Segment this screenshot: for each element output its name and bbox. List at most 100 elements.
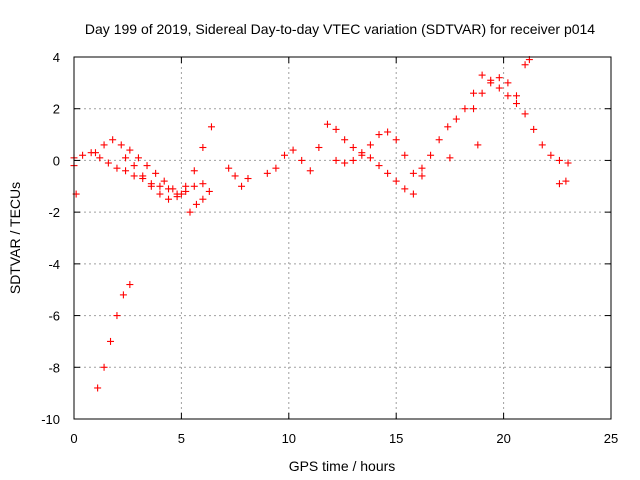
- y-tick-label: 4: [53, 50, 60, 65]
- data-point-arc-j: [427, 151, 435, 159]
- data-point-arc-j: [470, 89, 478, 97]
- data-point-arc-f: [113, 312, 121, 320]
- plot-frame: [73, 56, 612, 420]
- data-point-arc-a: [130, 172, 138, 180]
- data-point-arc-l: [555, 180, 563, 188]
- data-point-arc-a: [79, 151, 87, 159]
- data-point-arc-i: [366, 154, 374, 162]
- data-point-arc-h: [409, 169, 417, 177]
- x-tick-label: 0: [70, 431, 77, 446]
- data-point-arc-h: [418, 164, 426, 172]
- data-point-arc-j: [495, 84, 503, 92]
- data-point-arc-g: [263, 169, 271, 177]
- data-point-arc-i: [341, 159, 349, 167]
- data-point-arc-i: [418, 172, 426, 180]
- y-tick-label: -10: [41, 412, 60, 427]
- data-point-arc-c: [190, 167, 198, 175]
- data-point-arc-j: [512, 100, 520, 108]
- data-point-arc-j: [461, 105, 469, 113]
- data-point-arc-b: [143, 162, 151, 170]
- data-point-arc-k: [564, 159, 572, 167]
- data-point-arc-h: [341, 136, 349, 144]
- points-layer: [70, 56, 572, 392]
- data-point-arc-k: [538, 141, 546, 149]
- grid-layer: [74, 57, 611, 419]
- data-point-arc-d: [186, 208, 194, 216]
- data-point-arc-k: [495, 74, 503, 82]
- data-point-arc-j: [452, 115, 460, 123]
- data-point-arc-h: [375, 131, 383, 139]
- data-point-arc-g: [281, 151, 289, 159]
- data-point-arc-f: [119, 291, 127, 299]
- data-point-arc-i: [349, 156, 357, 164]
- data-point-arc-i: [409, 190, 417, 198]
- data-point-arc-j: [444, 123, 452, 131]
- data-point-arc-b: [160, 177, 168, 185]
- data-point-arc-c: [165, 195, 173, 203]
- data-point-arc-a: [199, 180, 207, 188]
- data-point-arc-f: [107, 337, 115, 345]
- x-tick-label: 20: [496, 431, 510, 446]
- data-point-arc-h: [392, 136, 400, 144]
- data-point-arc-i: [332, 156, 340, 164]
- data-point-arc-d: [205, 187, 213, 195]
- x-tick-label: 10: [282, 431, 296, 446]
- chart-title: Day 199 of 2019, Sidereal Day-to-day VTE…: [85, 21, 595, 37]
- data-point-arc-c: [122, 154, 130, 162]
- x-axis-label: GPS time / hours: [289, 458, 396, 474]
- data-point-arc-j: [504, 92, 512, 100]
- data-point-arc-g: [306, 167, 314, 175]
- data-point-arc-a: [96, 154, 104, 162]
- data-point-arc-i: [375, 162, 383, 170]
- data-point-arc-g: [323, 120, 331, 128]
- data-point-arc-h: [366, 141, 374, 149]
- data-point-arc-b: [100, 141, 108, 149]
- data-point-arc-d: [199, 195, 207, 203]
- data-point-arc-b: [126, 146, 134, 154]
- data-point-arc-f: [94, 384, 102, 392]
- data-point-arc-b: [109, 136, 117, 144]
- data-point-arc-k: [555, 156, 563, 164]
- data-point-arc-c: [182, 182, 190, 190]
- data-point-arc-i: [401, 185, 409, 193]
- data-point-arc-k: [478, 89, 486, 97]
- data-point-arc-i: [358, 151, 366, 159]
- data-point-arc-e: [244, 175, 252, 183]
- data-point-arc-m: [474, 141, 482, 149]
- data-point-arc-k: [547, 151, 555, 159]
- data-point-arc-i: [392, 177, 400, 185]
- data-point-arc-l: [521, 61, 529, 69]
- data-point-arc-m: [446, 154, 454, 162]
- data-point-arc-k: [504, 79, 512, 87]
- y-tick-label: -6: [48, 309, 60, 324]
- data-point-arc-b: [152, 169, 160, 177]
- data-point-arc-c: [199, 144, 207, 151]
- data-point-arc-k: [521, 110, 529, 118]
- data-point-arc-l: [562, 177, 570, 185]
- data-point-arc-e: [238, 182, 246, 190]
- data-point-arc-h: [401, 151, 409, 159]
- data-point-arc-k: [530, 125, 538, 133]
- data-point-arc-b: [91, 149, 99, 157]
- data-point-arc-j: [478, 71, 486, 79]
- data-point-arc-b: [134, 154, 142, 162]
- y-tick-label: -2: [48, 205, 60, 220]
- data-point-arc-k: [470, 105, 478, 113]
- x-tick-label: 5: [178, 431, 185, 446]
- data-point-arc-g: [272, 164, 280, 172]
- data-point-arc-g: [315, 144, 323, 151]
- data-point-arc-d: [192, 200, 200, 208]
- y-axis-label: SDTVAR / TECUs: [7, 182, 23, 294]
- data-point-arc-g: [298, 156, 306, 164]
- data-point-arc-c: [207, 123, 215, 131]
- y-tick-label: -4: [48, 257, 60, 272]
- data-point-arc-a: [156, 182, 164, 190]
- data-point-arc-c: [156, 190, 164, 198]
- y-tick-label: 0: [53, 153, 60, 168]
- data-point-arc-a: [104, 159, 112, 167]
- data-point-arc-f: [100, 363, 108, 371]
- x-tick-label: 25: [604, 431, 618, 446]
- data-point-arc-c: [147, 182, 155, 190]
- data-point-arc-a: [122, 167, 130, 175]
- data-point-arc-c: [173, 193, 181, 201]
